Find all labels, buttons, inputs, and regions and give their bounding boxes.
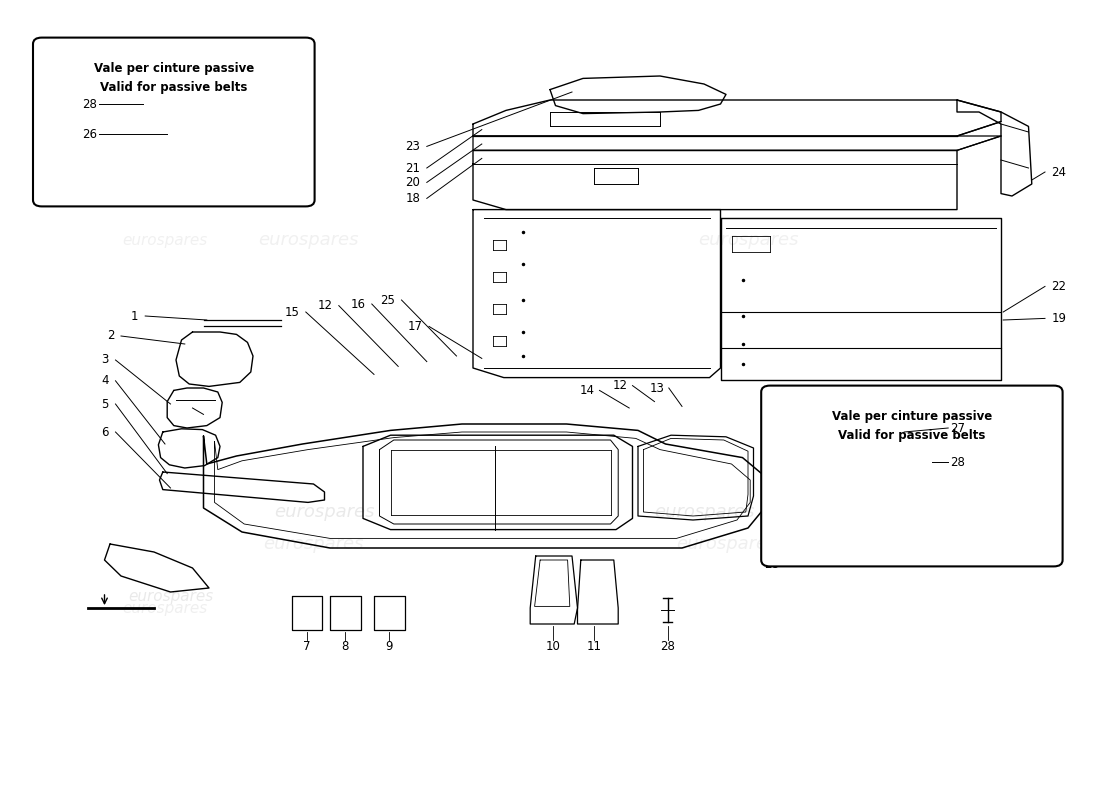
Text: eurospares: eurospares <box>675 535 777 553</box>
Text: 4: 4 <box>101 374 109 387</box>
Text: eurospares: eurospares <box>257 231 359 249</box>
Text: eurospares: eurospares <box>128 589 213 603</box>
Text: eurospares: eurospares <box>697 231 799 249</box>
Text: Valid for passive belts: Valid for passive belts <box>100 81 248 94</box>
Text: 12: 12 <box>613 379 628 392</box>
Text: 3: 3 <box>101 354 109 366</box>
Text: 19: 19 <box>1052 312 1067 325</box>
Text: 20: 20 <box>405 176 420 189</box>
Text: 28: 28 <box>950 456 966 469</box>
Text: 11: 11 <box>586 640 602 653</box>
Text: 6: 6 <box>101 426 109 438</box>
Text: 18: 18 <box>405 192 420 205</box>
FancyBboxPatch shape <box>761 386 1063 566</box>
FancyBboxPatch shape <box>33 38 315 206</box>
Text: 1: 1 <box>131 310 139 322</box>
Text: 21: 21 <box>405 162 420 174</box>
Text: 28: 28 <box>81 98 97 110</box>
Text: Vale per cinture passive: Vale per cinture passive <box>94 62 254 74</box>
Text: 14: 14 <box>580 384 595 397</box>
Text: 25: 25 <box>379 294 395 306</box>
Text: eurospares: eurospares <box>122 601 208 615</box>
Text: 7: 7 <box>304 640 310 653</box>
Text: 8: 8 <box>342 640 349 653</box>
Text: Vale per cinture passive: Vale per cinture passive <box>832 410 992 422</box>
Text: 12: 12 <box>317 299 332 312</box>
Text: 15: 15 <box>284 306 299 318</box>
Text: 28: 28 <box>764 558 780 570</box>
Text: 23: 23 <box>405 140 420 153</box>
Text: 26: 26 <box>81 128 97 141</box>
Text: 2: 2 <box>107 330 114 342</box>
Text: eurospares: eurospares <box>653 503 755 521</box>
Text: 10: 10 <box>546 640 561 653</box>
Text: 27: 27 <box>950 422 966 434</box>
Text: eurospares: eurospares <box>274 503 375 521</box>
Text: 16: 16 <box>350 298 365 310</box>
Text: 24: 24 <box>1052 166 1067 178</box>
Text: 17: 17 <box>407 320 422 333</box>
Text: eurospares: eurospares <box>263 535 364 553</box>
Text: Valid for passive belts: Valid for passive belts <box>838 429 986 442</box>
Text: 28: 28 <box>660 640 675 653</box>
Text: 22: 22 <box>1052 280 1067 293</box>
Text: 13: 13 <box>649 382 664 394</box>
Text: 9: 9 <box>386 640 393 653</box>
Text: eurospares: eurospares <box>122 233 208 247</box>
Text: 5: 5 <box>101 398 109 410</box>
